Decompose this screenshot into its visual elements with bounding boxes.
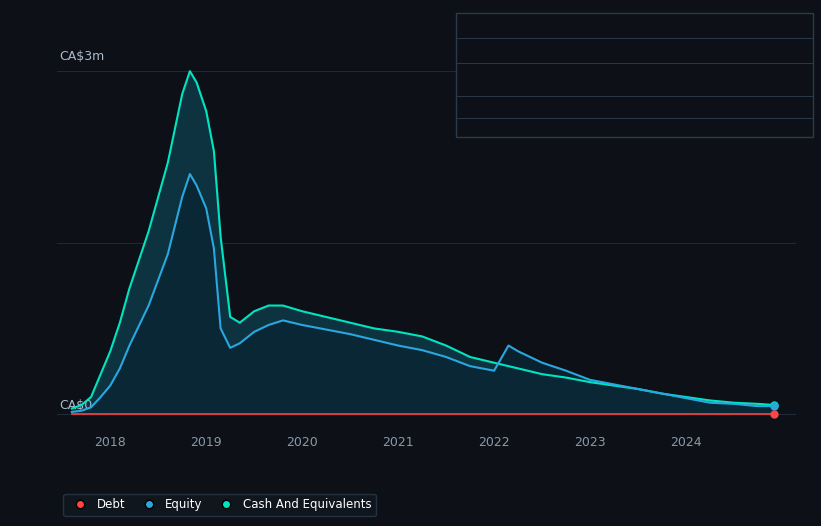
Text: CA$449.983k: CA$449.983k — [649, 69, 724, 79]
Text: CA$322.195k: CA$322.195k — [649, 102, 723, 112]
Text: Debt/Equity Ratio: Debt/Equity Ratio — [676, 83, 773, 93]
Text: Nov 30 2024: Nov 30 2024 — [466, 19, 548, 33]
Text: CA$0: CA$0 — [59, 399, 93, 412]
Text: Equity: Equity — [466, 69, 501, 79]
Text: CA$3m: CA$3m — [59, 50, 104, 63]
Text: CA$0: CA$0 — [649, 45, 678, 55]
Text: 0%: 0% — [649, 83, 667, 93]
Legend: Debt, Equity, Cash And Equivalents: Debt, Equity, Cash And Equivalents — [63, 494, 376, 516]
Text: Debt: Debt — [466, 45, 493, 55]
Text: Cash And Equivalents: Cash And Equivalents — [466, 102, 587, 112]
